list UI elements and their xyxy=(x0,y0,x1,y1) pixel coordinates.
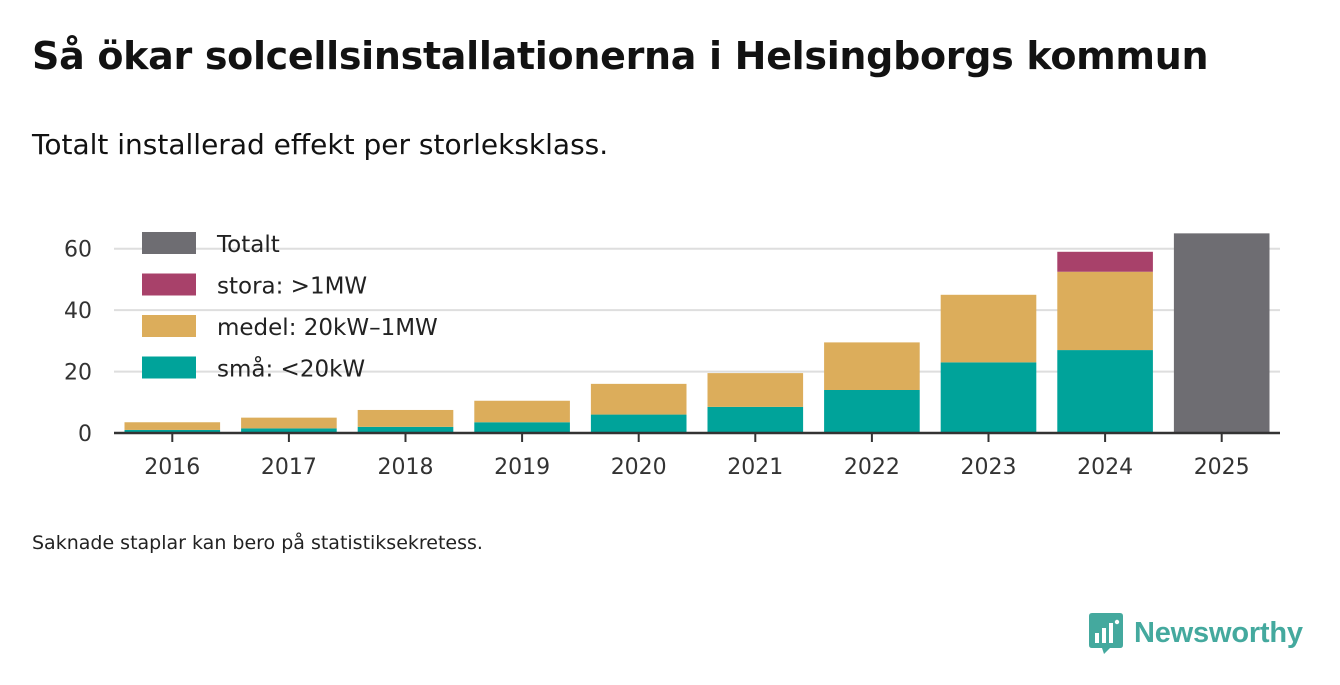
bar-segment xyxy=(707,406,804,433)
x-tick-label: 2020 xyxy=(611,455,667,480)
chart-subtitle: Totalt installerad effekt per storlekskl… xyxy=(32,128,609,161)
x-tick-label: 2017 xyxy=(261,455,317,480)
bar-segment xyxy=(474,422,570,433)
bar-segment xyxy=(590,414,687,433)
x-tick-label: 2023 xyxy=(961,455,1017,480)
bar-segment xyxy=(824,342,920,390)
bar-segment xyxy=(824,390,920,433)
bar-segment xyxy=(940,294,1037,363)
legend-swatch xyxy=(142,273,196,296)
bar-segment xyxy=(1057,251,1153,272)
legend-label: små: <20kW xyxy=(217,355,365,383)
y-tick-label: 20 xyxy=(64,361,92,386)
bar-segment xyxy=(357,426,454,433)
newsworthy-logo-icon xyxy=(1089,613,1123,654)
x-tick-label: 2022 xyxy=(844,455,900,480)
chart-title: Så ökar solcellsinstallationerna i Helsi… xyxy=(32,34,1209,78)
legend-swatch xyxy=(142,232,196,254)
bar-segment xyxy=(590,383,687,415)
bar-segment xyxy=(241,428,337,433)
y-tick-label: 40 xyxy=(64,299,92,324)
legend-swatch xyxy=(142,356,196,379)
legend-swatch xyxy=(142,315,196,337)
bar-segment xyxy=(474,400,570,423)
bar-segment xyxy=(940,362,1037,433)
y-tick-label: 0 xyxy=(78,422,92,447)
x-tick-label: 2019 xyxy=(494,455,550,480)
brand-logo: Newsworthy xyxy=(1088,611,1303,655)
y-tick-label: 60 xyxy=(64,238,92,263)
legend-label: medel: 20kW–1MW xyxy=(217,315,438,341)
bar-segment xyxy=(1057,350,1153,433)
bar-segment xyxy=(1057,271,1153,351)
x-tick-label: 2021 xyxy=(727,455,783,480)
bar-segment xyxy=(707,373,804,407)
footnote: Saknade staplar kan bero på statistiksek… xyxy=(32,532,483,554)
legend-label: Totalt xyxy=(216,232,280,258)
bar-segment xyxy=(124,429,221,433)
bar-segment xyxy=(357,409,454,427)
bar-segment xyxy=(241,417,337,429)
x-tick-label: 2025 xyxy=(1194,455,1250,480)
brand-name: Newsworthy xyxy=(1134,616,1303,649)
bar-segment xyxy=(1173,233,1270,433)
bar-segment xyxy=(124,422,221,430)
stacked-bar-chart: 0 20 40 60 2016 2017 2018 2019 2020 2021 2022 2023 2… xyxy=(64,232,1280,480)
x-tick-label: 2016 xyxy=(144,455,200,480)
x-tick-label: 2018 xyxy=(378,455,434,480)
legend-label: stora: >1MW xyxy=(217,274,367,300)
x-tick-label: 2024 xyxy=(1077,455,1133,480)
